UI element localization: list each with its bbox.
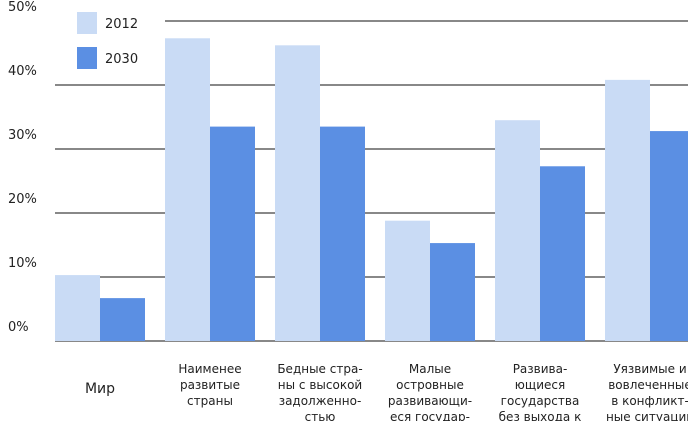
category-label: Уязвимые и вовлеченные в конфликт-ные ситу… xyxy=(606,362,688,421)
legend: 2012 2030 xyxy=(77,12,138,69)
y-tick-label: 10% xyxy=(8,256,37,271)
bar-2012-0 xyxy=(55,275,100,341)
bar-2030-3 xyxy=(430,243,475,341)
legend-swatch-2030 xyxy=(77,47,97,69)
bar-2030-1 xyxy=(210,126,255,341)
category-label: Бедные стра-ны с высокой задолженно-стью xyxy=(277,362,362,421)
legend-label-2012: 2012 xyxy=(105,17,138,32)
y-axis-ticks: 0% 10% 20% 30% 40% 50% xyxy=(8,0,37,335)
category-label: Мир xyxy=(85,381,115,397)
bar-2012-1 xyxy=(165,38,210,341)
y-tick-label: 30% xyxy=(8,128,37,143)
x-axis-labels: Мир Наименее развитые страны Бедные стра-ны … xyxy=(85,362,688,421)
y-tick-label: 20% xyxy=(8,192,37,207)
y-tick-label: 50% xyxy=(8,0,37,15)
legend-swatch-2012 xyxy=(77,12,97,34)
bar-2030-2 xyxy=(320,126,365,341)
bar-2030-4 xyxy=(540,166,585,341)
category-label: Наименее развитые страны xyxy=(178,362,241,408)
gridlines xyxy=(55,20,688,342)
legend-label-2030: 2030 xyxy=(105,52,138,67)
y-tick-label: 0% xyxy=(8,320,29,335)
bar-2012-4 xyxy=(495,120,540,341)
y-tick-label: 40% xyxy=(8,64,37,79)
bar-2030-5 xyxy=(650,131,688,341)
bars xyxy=(55,38,688,341)
bar-2012-5 xyxy=(605,79,650,341)
bar-2030-0 xyxy=(100,298,145,341)
bar-2012-2 xyxy=(275,45,320,341)
bar-2012-3 xyxy=(385,220,430,341)
